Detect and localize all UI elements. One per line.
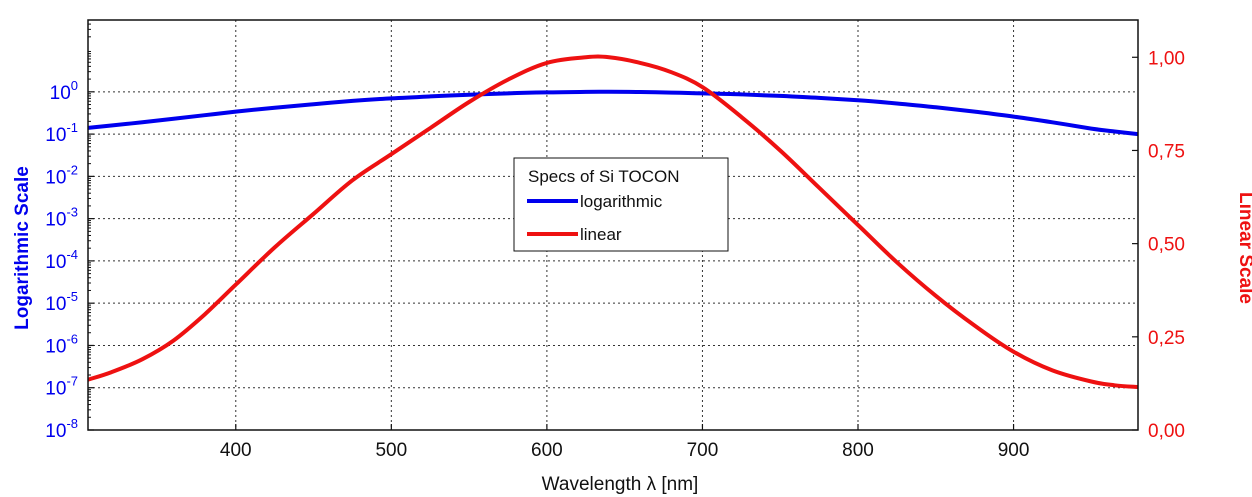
- y-left-tick-label: 10-7: [45, 374, 78, 400]
- x-tick-label: 800: [842, 440, 874, 461]
- series-line-logarithmic: [88, 92, 1138, 134]
- y-right-tick-label: 1,00: [1148, 48, 1185, 69]
- x-tick-label: 600: [531, 440, 563, 461]
- left-axis-title: Logarithmic Scale: [12, 166, 33, 330]
- right-axis-title: Linear Scale: [1235, 192, 1252, 304]
- x-tick-label: 900: [998, 440, 1030, 461]
- y-left-tick-label: 10-6: [45, 331, 78, 357]
- legend-label-logarithmic: logarithmic: [580, 192, 663, 211]
- x-tick-label: 400: [220, 440, 252, 461]
- y-right-tick-label: 0,50: [1148, 235, 1185, 256]
- legend-label-linear: linear: [580, 225, 622, 244]
- legend-title: Specs of Si TOCON: [528, 167, 679, 186]
- y-left-tick-label: 10-2: [45, 162, 78, 188]
- right-axis-ticks: 0,00 0,25 0,50 0,75 1,00: [1132, 48, 1185, 442]
- x-tick-label: 500: [375, 440, 407, 461]
- y-right-tick-label: 0,00: [1148, 421, 1185, 442]
- y-right-tick-label: 0,25: [1148, 328, 1185, 349]
- y-left-tick-label: 10-4: [45, 247, 78, 273]
- x-axis-title: Wavelength λ [nm]: [542, 474, 699, 495]
- y-left-tick-label: 100: [50, 78, 78, 104]
- left-axis-ticks: 10-8 10-7 10-6 10-5 10-4 10-3 10-2 10-1 100: [45, 20, 94, 442]
- y-left-tick-label: 10-5: [45, 289, 78, 315]
- y-left-tick-label: 10-8: [45, 416, 78, 442]
- y-left-tick-label: 10-3: [45, 205, 78, 231]
- y-left-tick-label: 10-1: [45, 120, 78, 146]
- legend: Specs of Si TOCON logarithmic linear: [514, 158, 728, 251]
- y-right-tick-label: 0,75: [1148, 141, 1185, 162]
- x-tick-label: 700: [687, 440, 719, 461]
